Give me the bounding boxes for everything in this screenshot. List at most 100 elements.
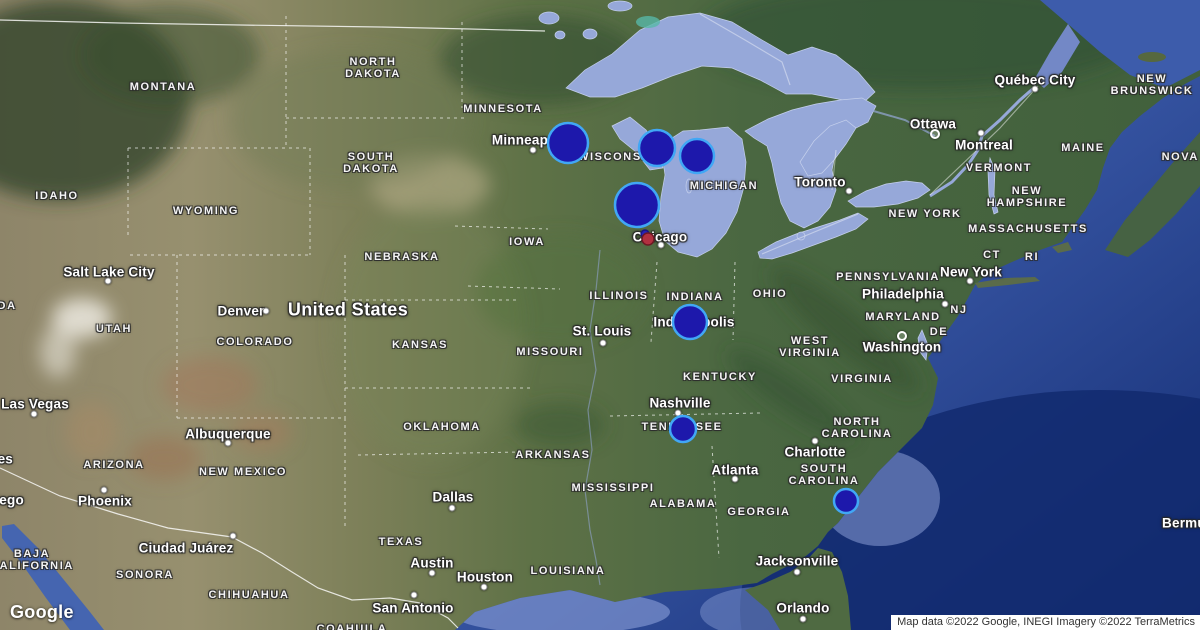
state-label: IOWA [509,236,545,248]
state-label: COAHUILA [316,623,388,630]
city-label: Charlotte [784,444,846,460]
state-label: OHIO [752,288,788,300]
city-dot [104,277,112,285]
data-marker-circle[interactable] [671,303,709,341]
google-logo[interactable]: Google [10,602,74,622]
city-label: New York [940,264,1002,280]
state-label: NEW YORK [888,208,962,220]
state-label: MASSACHUSETTS [968,223,1088,235]
city-label: Las Vegas [1,396,69,412]
city-label: Dallas [432,489,474,505]
city-label: St. Louis [572,323,632,339]
map-attribution: Map data ©2022 Google, INEGI Imagery ©20… [891,615,1200,630]
city-dot [930,129,940,139]
state-label: COLORADO [216,336,294,348]
state-label: NEW BRUNSWICK [1110,73,1194,97]
data-marker-circle[interactable] [613,181,661,229]
city-label: Atlanta [711,462,759,478]
state-label: NORTH CAROLINA [821,416,893,440]
state-label: OKLAHOMA [403,421,481,433]
state-label: MINNESOTA [463,103,543,115]
city-label: Ciudad Juárez [138,540,234,556]
city-dot [529,146,537,154]
city-label: Ottawa [909,116,957,132]
state-label: VIRGINIA [831,373,893,385]
city-dot [480,583,488,591]
state-label: MAINE [1061,142,1105,154]
state-label: TEXAS [378,536,424,548]
city-dot [897,331,907,341]
city-dot [262,307,270,315]
state-label: NEW MEXICO [198,466,288,478]
city-label: San Antonio [372,600,454,616]
state-label: PENNSYLVANIA [836,271,940,283]
city-dot [428,569,436,577]
city-label: Toronto [794,174,846,190]
state-label: RI [1024,251,1040,263]
city-label: Denver [217,303,265,319]
state-label: DE [929,326,949,338]
city-dot [793,568,801,576]
city-label: San Diego [0,492,24,508]
city-label: Nashville [649,395,711,411]
city-label: Montreal [955,137,1013,153]
chicago-marker-red[interactable] [641,232,655,246]
data-marker-circle[interactable] [546,121,590,165]
state-label: WYOMING [172,205,240,217]
state-label: BAJACALIFORNIA [0,548,74,572]
city-dot [30,410,38,418]
state-label: CT [983,249,1001,261]
city-dot [410,591,418,599]
data-marker-circle[interactable] [832,487,860,515]
city-label: Bermuda [1162,515,1200,531]
state-label: NJ [950,304,968,316]
state-label: CHIHUAHUA [208,589,290,601]
city-label: Washington [862,339,942,355]
data-marker-circle[interactable] [678,137,716,175]
state-label: NEBRASKA [364,251,440,263]
city-dot [599,339,607,347]
city-label: Salt Lake City [63,264,155,280]
city-label: Los Angeles [0,451,13,467]
city-label: Houston [456,569,514,585]
city-dot [966,277,974,285]
city-label: Québec City [994,72,1076,88]
data-marker-circle[interactable] [637,128,677,168]
city-dot [845,187,853,195]
state-label: ALABAMA [649,498,717,510]
state-label: ILLINOIS [589,290,649,302]
state-label: NOVA SCOTIA [1161,151,1200,163]
state-label: KANSAS [391,339,449,351]
city-dot [977,129,985,137]
city-dot [657,241,665,249]
state-label: ARKANSAS [515,449,591,461]
city-dot [224,439,232,447]
city-dot [731,475,739,483]
state-label: MICHIGAN [689,180,759,192]
state-label: NORTH DAKOTA [345,56,401,80]
city-label: Jacksonville [755,553,839,569]
state-label: GEORGIA [727,506,791,518]
data-marker-circle[interactable] [668,414,698,444]
state-label: MISSISSIPPI [571,482,655,494]
city-dot [448,504,456,512]
state-label: SOUTH CAROLINA [788,463,860,487]
city-label: Albuquerque [185,426,271,442]
city-dot [799,615,807,623]
state-label: MISSOURI [516,346,584,358]
state-label: VERMONT [965,162,1033,174]
country-label: United States [287,299,409,320]
state-label: MONTANA [129,81,197,93]
state-label: WISCONSIN [578,151,656,163]
city-label: Orlando [776,600,830,616]
state-label: KENTUCKY [683,371,757,383]
state-label: INDIANA [666,291,724,303]
city-dot [229,532,237,540]
state-label: SOUTH DAKOTA [343,151,399,175]
state-label: MARYLAND [865,311,941,323]
state-label: LOUISIANA [530,565,606,577]
city-dot [100,486,108,494]
city-dot [1031,85,1039,93]
